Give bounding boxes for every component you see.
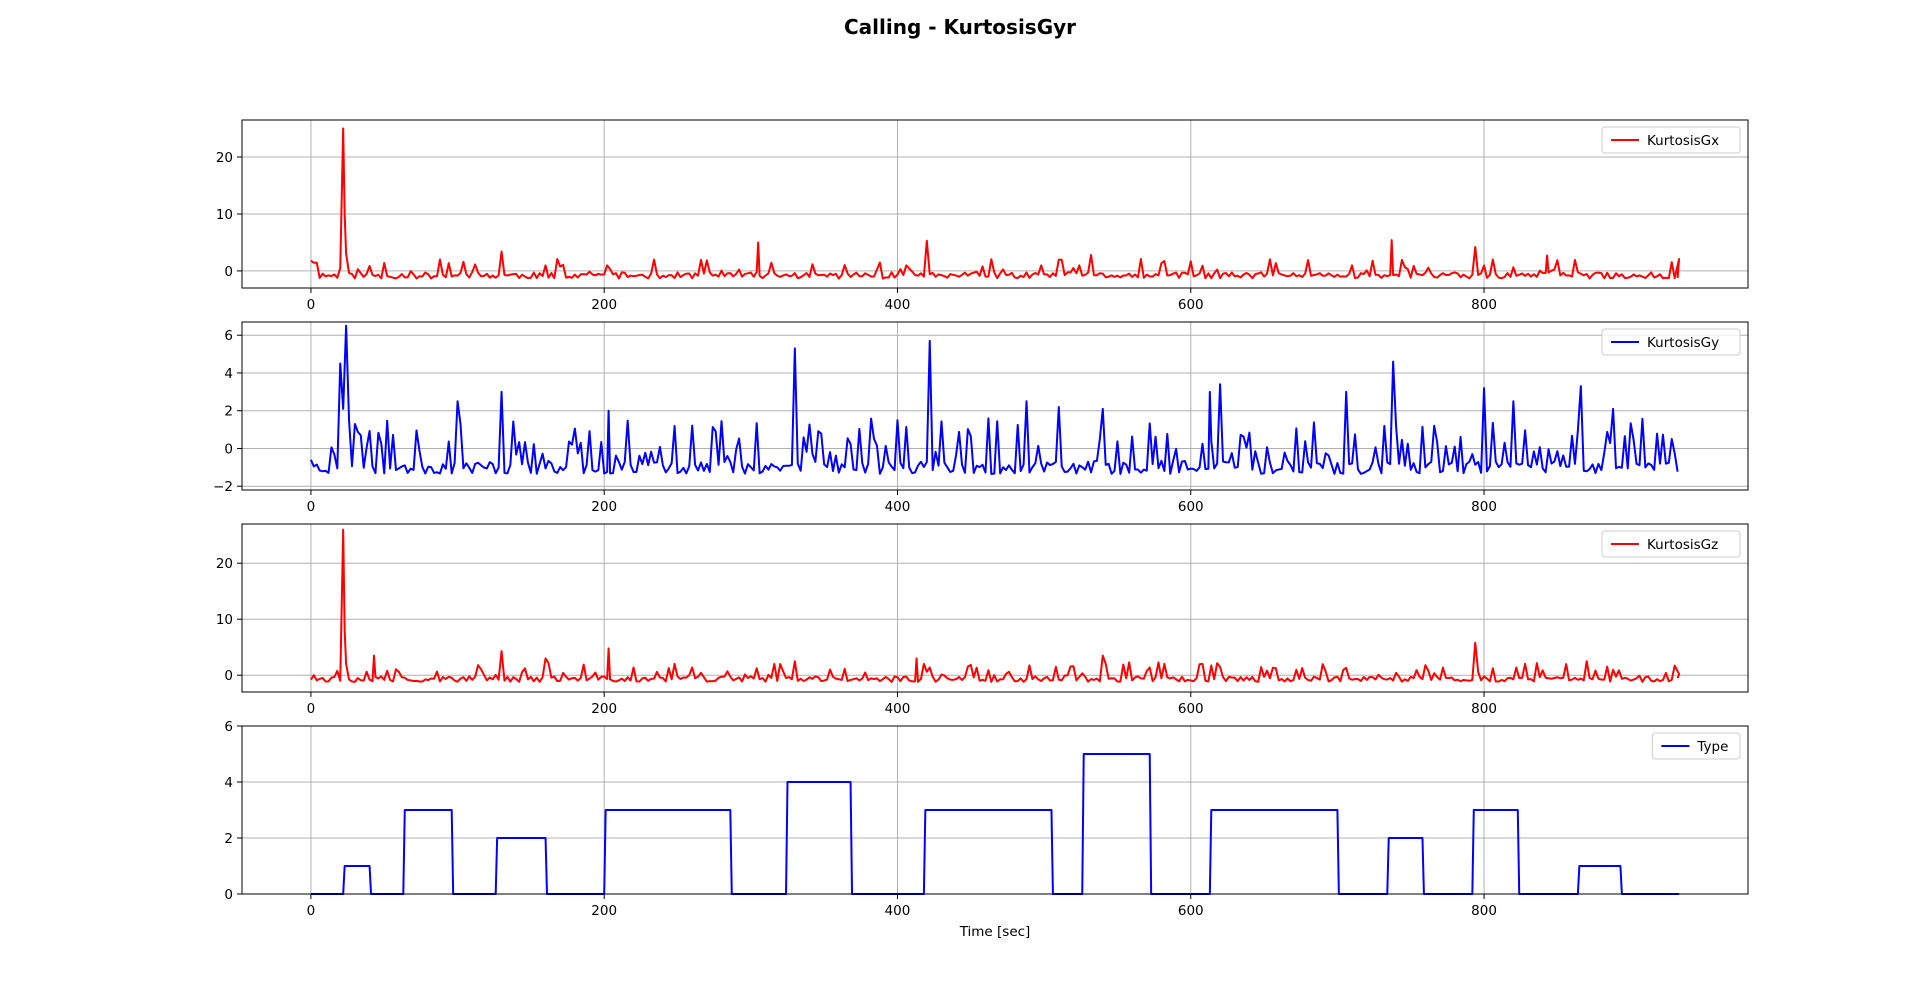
subplot-4: 0 200 400 600 800 0 2 4 6 Type Time [sec] (224, 719, 1749, 940)
y-tick-label: 6 (224, 328, 233, 344)
x-tick-label: 0 (307, 903, 316, 919)
legend-label: KurtosisGy (1647, 335, 1719, 351)
x-tick-label: 800 (1471, 297, 1497, 313)
y-tick-label: 4 (224, 366, 233, 382)
x-tick-label: 0 (307, 297, 316, 313)
subplot-2: 0 200 400 600 800 −2 0 2 4 6 KurtosisGy (213, 321, 1749, 515)
series-line-KurtosisGy (310, 324, 1679, 475)
y-tick-label: 0 (224, 264, 233, 280)
x-tick-label: 600 (1178, 701, 1204, 717)
y-tick-label: 20 (216, 556, 233, 572)
axes-frame (241, 725, 1749, 895)
y-tick-label: 0 (224, 668, 233, 684)
legend-box (1601, 530, 1741, 558)
y-tick-label: 2 (224, 831, 233, 847)
x-tick-label: 400 (885, 701, 911, 717)
figure-title: Calling - KurtosisGyr (844, 15, 1076, 39)
y-tick-label: −2 (213, 479, 233, 495)
x-tick-label: 200 (591, 297, 617, 313)
legend-label: Type (1696, 739, 1728, 755)
x-tick-label: 200 (591, 499, 617, 515)
y-tick-label: 0 (224, 441, 233, 457)
x-axis-label: Time [sec] (959, 924, 1031, 940)
legend-box (1651, 732, 1741, 760)
x-tick-label: 400 (885, 297, 911, 313)
y-tick-label: 6 (224, 719, 233, 735)
legend-box (1601, 126, 1741, 154)
x-tick-label: 0 (307, 499, 316, 515)
axes-frame (241, 523, 1749, 693)
x-tick-label: 0 (307, 701, 316, 717)
series-line-KurtosisGz (310, 528, 1681, 683)
x-tick-label: 600 (1178, 499, 1204, 515)
series-line-Type (310, 753, 1680, 895)
y-tick-label: 10 (216, 207, 233, 223)
y-tick-label: 4 (224, 775, 233, 791)
series-line-KurtosisGx (310, 127, 1681, 280)
subplot-1: 0 200 400 600 800 0 10 20 KurtosisGx (216, 119, 1749, 313)
x-tick-label: 800 (1471, 499, 1497, 515)
x-tick-label: 600 (1178, 903, 1204, 919)
legend-label: KurtosisGz (1647, 537, 1718, 553)
x-tick-label: 800 (1471, 701, 1497, 717)
x-tick-label: 400 (885, 903, 911, 919)
x-tick-label: 400 (885, 499, 911, 515)
y-tick-label: 2 (224, 404, 233, 420)
axes-frame (241, 119, 1749, 289)
x-tick-label: 600 (1178, 297, 1204, 313)
legend-box (1601, 328, 1741, 356)
x-tick-label: 200 (591, 903, 617, 919)
y-tick-label: 20 (216, 150, 233, 166)
y-tick-label: 10 (216, 612, 233, 628)
x-tick-label: 800 (1471, 903, 1497, 919)
legend-label: KurtosisGx (1647, 133, 1719, 149)
x-tick-label: 200 (591, 701, 617, 717)
y-tick-label: 0 (224, 887, 233, 903)
subplot-3: 0 200 400 600 800 0 10 20 KurtosisGz (216, 523, 1749, 717)
axes-frame (241, 321, 1749, 491)
